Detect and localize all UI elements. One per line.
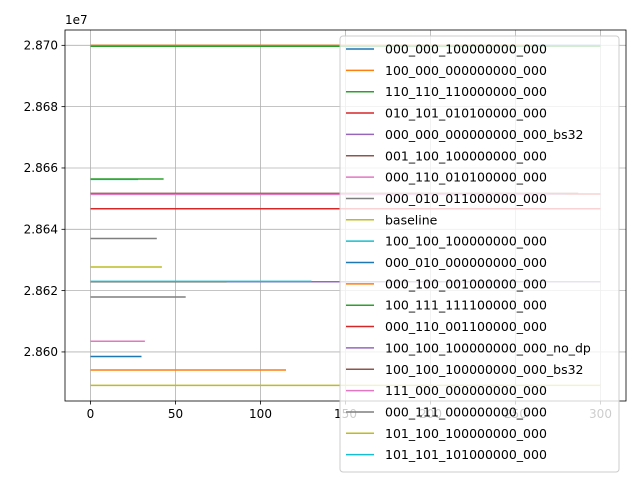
y-offset-text: 1e7 (65, 13, 88, 27)
legend-label: 110_110_110000000_000 (385, 84, 547, 99)
legend-label: 100_100_100000000_000_bs32 (385, 362, 584, 377)
x-tick-label: 100 (249, 407, 272, 421)
y-tick-label: 2.870 (24, 39, 58, 53)
y-tick-label: 2.866 (24, 161, 58, 175)
y-tick-label: 2.864 (24, 222, 58, 236)
y-tick-label: 2.868 (24, 100, 58, 114)
legend-label: 000_010_011000000_000 (385, 191, 547, 206)
y-tick-label: 2.862 (24, 284, 58, 298)
legend-label: 100_100_100000000_000 (385, 234, 547, 249)
x-tick-label: 50 (168, 407, 183, 421)
legend-label: 000_010_000000000_000 (385, 255, 547, 270)
legend-label: baseline (385, 212, 438, 227)
legend-label: 111_000_000000000_000 (385, 383, 547, 398)
legend-box (339, 35, 620, 473)
legend-label: 101_101_101000000_000 (385, 447, 547, 462)
legend-label: 000_000_000000000_000_bs32 (385, 127, 584, 142)
legend-label: 000_110_001100000_000 (385, 319, 547, 334)
legend-label: 010_101_010100000_000 (385, 106, 547, 121)
legend-label: 100_100_100000000_000_no_dp (385, 340, 591, 355)
legend-label: 100_000_000000000_000 (385, 63, 547, 78)
legend-label: 101_100_100000000_000 (385, 426, 547, 441)
x-tick-label: 0 (87, 407, 95, 421)
legend-label: 000_000_100000000_000 (385, 42, 547, 57)
legend-label: 000_111_000000000_000 (385, 404, 547, 419)
y-tick-label: 2.860 (24, 345, 58, 359)
legend: 000_000_100000000_000 100_000_000000000_0… (339, 35, 620, 473)
legend-label: 001_100_100000000_000 (385, 148, 547, 163)
legend-label: 100_111_111100000_000 (385, 298, 547, 313)
legend-label: 000_110_010100000_000 (385, 170, 547, 185)
legend-label: 000_100_001000000_000 (385, 276, 547, 291)
